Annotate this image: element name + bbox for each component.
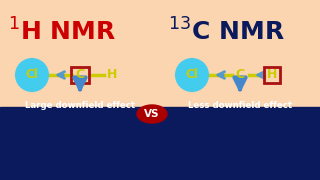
Text: Cl: Cl <box>186 69 198 82</box>
Bar <box>0 107 320 180</box>
Circle shape <box>16 59 48 91</box>
Text: $^1$H NMR: $^1$H NMR <box>8 18 116 46</box>
Text: C: C <box>76 69 84 82</box>
Bar <box>0 0 320 117</box>
Text: $^{13}$C NMR: $^{13}$C NMR <box>168 18 285 46</box>
Text: VS: VS <box>144 109 160 119</box>
Text: H: H <box>107 69 117 82</box>
Ellipse shape <box>137 105 167 123</box>
Text: Large downfield effect: Large downfield effect <box>25 102 135 111</box>
Text: Cl: Cl <box>26 69 38 82</box>
Text: H: H <box>267 69 277 82</box>
Text: Less downfield effect: Less downfield effect <box>188 102 292 111</box>
Text: C: C <box>236 69 244 82</box>
Circle shape <box>176 59 208 91</box>
